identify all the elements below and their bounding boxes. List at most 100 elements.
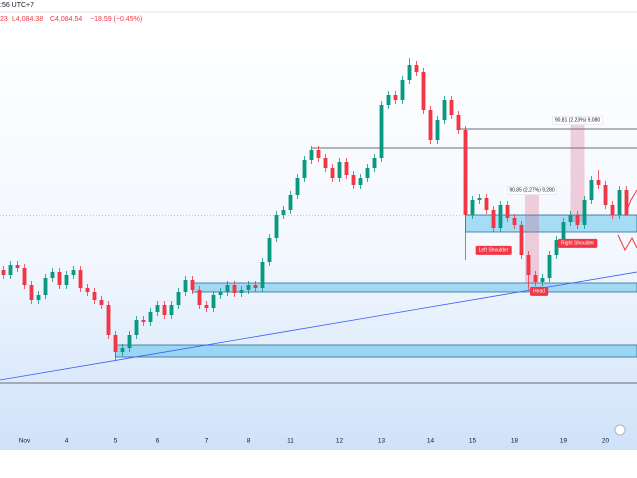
pattern-label: Left Shoulder — [479, 247, 509, 253]
candle-body — [323, 158, 328, 168]
candle-body — [22, 268, 27, 285]
candle-body — [393, 95, 398, 100]
candle-body — [302, 160, 307, 178]
candle-body — [183, 280, 188, 292]
candle-body — [610, 205, 615, 215]
candle-body — [470, 200, 475, 215]
projection-up — [624, 189, 637, 216]
support-zone — [192, 282, 637, 293]
candle-body — [71, 270, 76, 275]
pattern-label: Head — [533, 288, 545, 294]
measure-label-box — [507, 186, 558, 195]
candle-body — [575, 215, 580, 225]
candle-body — [477, 198, 482, 200]
candle-body — [589, 180, 594, 200]
candle-body — [407, 65, 412, 80]
pattern-label-box — [530, 286, 549, 296]
candle-body — [99, 300, 104, 305]
candle-body — [379, 105, 384, 158]
candle-body — [267, 238, 272, 262]
candle-body — [127, 335, 132, 348]
candle-body — [204, 305, 209, 308]
logo-icon[interactable] — [614, 424, 626, 436]
candle-body — [295, 178, 300, 195]
candle-body — [526, 255, 531, 275]
candle-body — [540, 278, 545, 282]
candle-body — [547, 255, 552, 278]
candle-body — [617, 190, 622, 215]
x-tick-label: 15 — [469, 438, 477, 445]
x-tick-label: 20 — [602, 438, 610, 445]
candle-body — [309, 150, 314, 160]
candle-body — [57, 272, 62, 285]
header-change: −18.59 (−0.45%) — [90, 16, 142, 23]
x-tick-label: 4 — [65, 438, 69, 445]
candle-body — [288, 195, 293, 210]
candle-body — [260, 262, 265, 288]
measure-box — [570, 125, 585, 222]
candle-body — [120, 348, 125, 352]
measure-label: 90,85 (2,27%) 9,280 — [509, 187, 555, 193]
candle-body — [533, 275, 538, 282]
candle-body — [449, 100, 454, 115]
x-tick-label: Nov — [19, 438, 31, 445]
candle-body — [190, 280, 195, 290]
candle-body — [316, 150, 321, 158]
x-tick-label: 5 — [114, 438, 118, 445]
candle-body — [442, 100, 447, 120]
x-tick-label: 8 — [247, 438, 251, 445]
x-tick-label: 19 — [560, 438, 568, 445]
candle-body — [232, 285, 237, 293]
candle-body — [512, 218, 517, 225]
candle-body — [29, 285, 34, 300]
pattern-label-box — [475, 245, 512, 255]
projection-down — [617, 234, 637, 252]
candle-body — [36, 295, 41, 300]
candle-body — [596, 180, 601, 185]
candle-body — [281, 210, 286, 215]
x-tick-label: 7 — [205, 438, 209, 445]
candle-body — [519, 225, 524, 255]
candle-body — [428, 110, 433, 140]
candle-body — [582, 200, 587, 225]
candle-body — [106, 305, 111, 335]
candle-body — [85, 288, 90, 292]
candle-body — [78, 270, 83, 288]
candle-body — [253, 285, 258, 288]
pattern-label: Right Shoulder — [561, 240, 594, 246]
plot: 90,85 (2,27%) 9,280 90,81 (2,23%) 9,080 Le… — [0, 58, 637, 445]
candle-body — [92, 292, 97, 300]
candle-body — [43, 278, 48, 295]
measure-label-box — [552, 116, 603, 125]
header-low: L4,084.38 — [12, 16, 43, 23]
candle-body — [463, 130, 468, 215]
candle-body — [274, 215, 279, 238]
candle-body — [372, 158, 377, 168]
candle-body — [365, 168, 370, 178]
candle-body — [568, 215, 573, 222]
candle-body — [15, 265, 20, 268]
candle-body — [358, 178, 363, 185]
candle-body — [400, 80, 405, 100]
candle-body — [113, 335, 118, 352]
candle-body — [162, 305, 167, 315]
candle-body — [225, 285, 230, 292]
candle-body — [414, 65, 419, 72]
candle-body — [456, 115, 461, 130]
candle-body — [351, 175, 356, 185]
candle-body — [603, 185, 608, 205]
x-tick-label: 18 — [511, 438, 519, 445]
header-close: C4,084.54 — [50, 16, 82, 23]
candle-body — [1, 270, 6, 275]
candle-body — [421, 72, 426, 110]
x-tick-label: 6 — [156, 438, 160, 445]
candle-body — [218, 292, 223, 295]
candle-body — [211, 295, 216, 308]
support-zone — [465, 214, 637, 233]
candle-body — [246, 285, 251, 290]
measure-label: 90,81 (2,23%) 9,080 — [555, 117, 601, 123]
candle-body — [50, 272, 55, 278]
candle-body — [624, 190, 629, 216]
